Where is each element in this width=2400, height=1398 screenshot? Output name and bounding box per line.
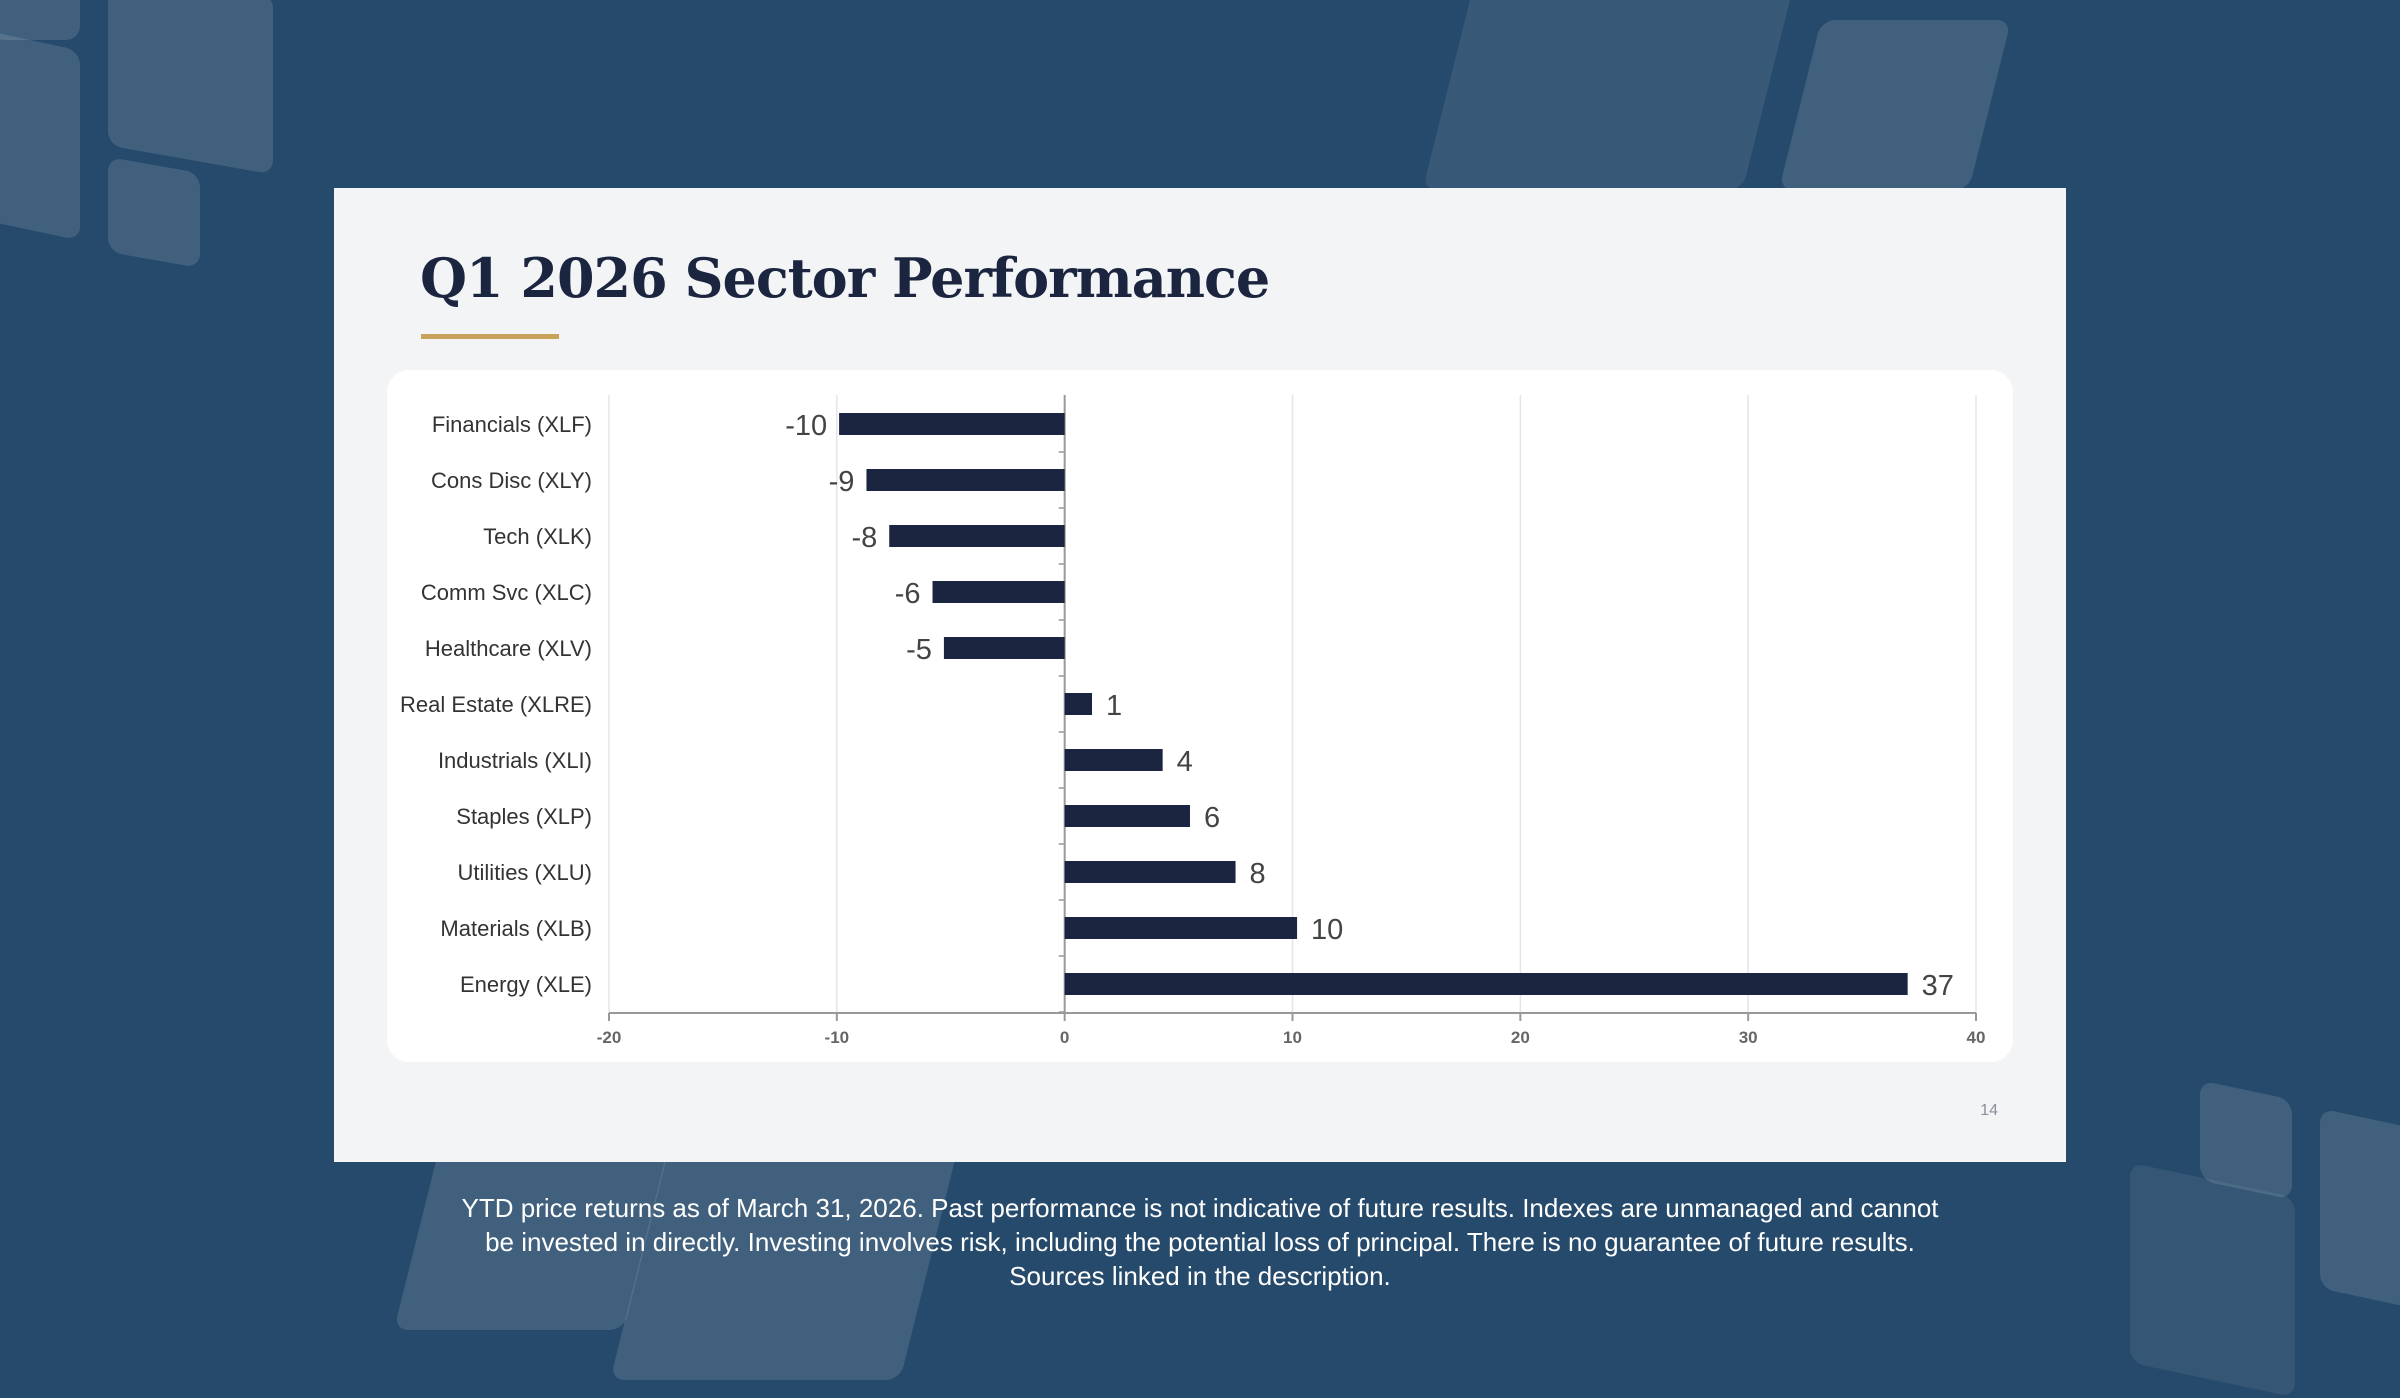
bar	[889, 525, 1065, 547]
decor-shape	[0, 0, 80, 40]
category-label: Staples (XLP)	[456, 804, 592, 829]
data-label: -9	[829, 466, 855, 498]
x-tick-label: 20	[1511, 1028, 1530, 1047]
x-tick-label: 0	[1060, 1028, 1069, 1047]
disclaimer-line: YTD price returns as of March 31, 2026. …	[461, 1193, 1939, 1223]
decor-shape	[0, 29, 80, 241]
x-tick-label: 10	[1283, 1028, 1302, 1047]
chart-panel: -20 -10 0 10 20 30 40 Financials (XLF) -10 Cons D…	[387, 370, 2013, 1062]
slide-card: Q1 2026 Sector Performance -20 -10 0 10 20 30…	[334, 188, 2066, 1162]
title-accent-rule	[421, 334, 559, 339]
x-tick-label: -10	[825, 1028, 850, 1047]
bar	[866, 469, 1065, 491]
disclaimer-line: Sources linked in the description.	[1009, 1261, 1391, 1291]
category-label: Industrials (XLI)	[438, 748, 592, 773]
category-label: Healthcare (XLV)	[425, 636, 592, 661]
x-tick-label: 40	[1967, 1028, 1986, 1047]
data-label: 37	[1922, 970, 1954, 1002]
data-label: 1	[1106, 690, 1122, 722]
bar	[1064, 805, 1190, 827]
data-label: 6	[1204, 802, 1220, 834]
category-label: Utilities (XLU)	[458, 860, 592, 885]
data-label: 4	[1177, 746, 1193, 778]
data-label: 10	[1311, 914, 1343, 946]
category-label: Materials (XLB)	[440, 916, 592, 941]
bar	[1064, 973, 1908, 995]
bar	[943, 637, 1065, 659]
x-tick-label: 30	[1739, 1028, 1758, 1047]
data-label: 8	[1250, 858, 1266, 890]
category-label: Comm Svc (XLC)	[421, 580, 592, 605]
slide-title: Q1 2026 Sector Performance	[420, 246, 1270, 310]
data-label: -8	[851, 522, 877, 554]
data-label: -5	[906, 634, 932, 666]
decor-shape	[108, 0, 273, 175]
sector-bar-chart: -20 -10 0 10 20 30 40 Financials (XLF) -10 Cons D…	[400, 395, 1986, 1047]
data-label: -10	[785, 410, 827, 442]
decor-shape	[1778, 20, 2012, 190]
bar	[932, 581, 1065, 603]
category-label: Energy (XLE)	[460, 972, 592, 997]
page-number: 14	[1980, 1102, 1998, 1119]
bar	[1064, 693, 1093, 715]
decor-shape	[108, 156, 200, 269]
bar	[839, 413, 1065, 435]
category-label: Cons Disc (XLY)	[431, 468, 592, 493]
category-label: Financials (XLF)	[432, 412, 592, 437]
disclaimer: YTD price returns as of March 31, 2026. …	[0, 1191, 2400, 1293]
data-label: -6	[895, 578, 921, 610]
category-label: Tech (XLK)	[483, 524, 592, 549]
disclaimer-line: be invested in directly. Investing invol…	[485, 1227, 1915, 1257]
bar	[1064, 749, 1163, 771]
decor-shape	[1422, 0, 1798, 190]
x-tick-label: -20	[597, 1028, 622, 1047]
category-label: Real Estate (XLRE)	[400, 692, 592, 717]
bar	[1064, 917, 1298, 939]
bar	[1064, 861, 1236, 883]
